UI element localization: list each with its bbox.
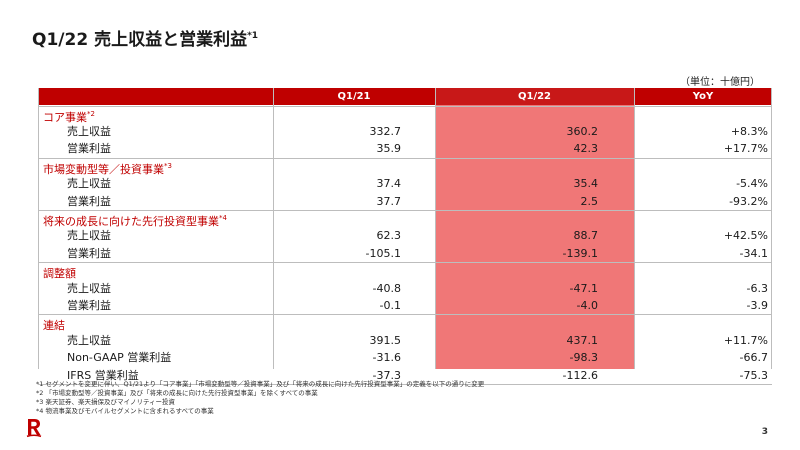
column-header-q122: Q1/22 [517, 91, 552, 102]
cell-q121: 62.3 [376, 229, 402, 242]
footnote-3: *3 楽天証券、楽天損保及びマイノリティー投資 [36, 398, 176, 406]
section-label-text: 将来の成長に向けた先行投資型事業 [43, 215, 219, 228]
cell-q122: -112.6 [562, 369, 598, 382]
row-label: 営業利益 [67, 247, 111, 260]
row-label: 売上収益 [67, 282, 111, 295]
cell-q121: 37.7 [376, 195, 402, 208]
row-label: 売上収益 [67, 177, 111, 190]
row-label: Non-GAAP 営業利益 [67, 351, 172, 364]
cell-yoy: +42.5% [723, 229, 768, 242]
section-label: 連結 [43, 314, 65, 332]
row-label: IFRS 営業利益 [67, 369, 139, 382]
cell-q122: -47.1 [569, 282, 598, 295]
section-label: 調整額 [43, 262, 76, 280]
cell-yoy: +8.3% [730, 125, 768, 138]
footnote-1: *1 セグメントを変更に伴い、Q1/21より「コア事業」「市場変動型等／投資事業… [36, 380, 485, 388]
row-label: 売上収益 [67, 334, 111, 347]
section-divider [38, 106, 772, 107]
cell-yoy: +17.7% [723, 142, 768, 155]
cell-yoy: -5.4% [736, 177, 768, 190]
q122-header-highlight [435, 88, 634, 105]
cell-q121: -31.6 [372, 351, 401, 364]
unit-label: （単位：十億円） [680, 77, 760, 88]
section-label-text: コア事業 [43, 111, 87, 124]
title-footnote-marker: *1 [247, 31, 259, 41]
cell-q121: 332.7 [369, 125, 402, 138]
column-divider [435, 88, 436, 369]
cell-yoy: -93.2% [729, 195, 768, 208]
cell-q122: -4.0 [576, 299, 598, 312]
table-border-left [38, 88, 39, 369]
cell-q121: 37.4 [376, 177, 402, 190]
column-divider [273, 88, 274, 369]
row-label: 営業利益 [67, 299, 111, 312]
row-label: 営業利益 [67, 195, 111, 208]
row-label: 売上収益 [67, 125, 111, 138]
cell-q122: 2.5 [580, 195, 599, 208]
section-label: コア事業*2 [43, 106, 95, 124]
cell-q122: -139.1 [562, 247, 598, 260]
page-number: 3 [761, 427, 768, 437]
table-border-right [771, 88, 772, 369]
section-label-text: 連結 [43, 319, 65, 332]
cell-yoy: -3.9 [746, 299, 768, 312]
cell-q121: -105.1 [365, 247, 401, 260]
cell-yoy: -34.1 [739, 247, 768, 260]
footnote-2: *2 「市場変動型等／投資事業」及び「将来の成長に向けた先行投資型事業」を除くす… [36, 389, 318, 397]
cell-q122: 42.3 [573, 142, 599, 155]
column-header-q121: Q1/21 [337, 91, 371, 102]
cell-yoy: -6.3 [746, 282, 768, 295]
section-divider [38, 210, 772, 211]
section-label: 将来の成長に向けた先行投資型事業*4 [43, 210, 227, 228]
page-title-text: Q1/22 売上収益と営業利益 [32, 30, 248, 50]
cell-q121: -40.8 [372, 282, 401, 295]
section-footnote-marker: *2 [87, 110, 95, 118]
rakuten-r-logo-icon [26, 419, 42, 438]
section-footnote-marker: *3 [164, 162, 172, 170]
section-footnote-marker: *4 [219, 214, 227, 222]
cell-yoy: -66.7 [739, 351, 768, 364]
cell-q121: 35.9 [376, 142, 402, 155]
page-title: Q1/22 売上収益と営業利益*1 [32, 25, 258, 50]
cell-yoy: +11.7% [723, 334, 768, 347]
cell-q122: 35.4 [573, 177, 599, 190]
footnote-4: *4 物流事業及びモバイルセグメントに含まれるすべての事業 [36, 407, 214, 415]
cell-q121: -0.1 [379, 299, 401, 312]
row-label: 営業利益 [67, 142, 111, 155]
section-label-text: 調整額 [43, 267, 76, 280]
cell-q122: -98.3 [569, 351, 598, 364]
section-label: 市場変動型等／投資事業*3 [43, 158, 172, 176]
q122-highlight-band [435, 88, 634, 369]
section-divider [38, 262, 772, 263]
cell-q122: 437.1 [566, 334, 599, 347]
section-divider [38, 158, 772, 159]
cell-q121: 391.5 [369, 334, 402, 347]
section-divider [38, 314, 772, 315]
table-header: Q1/21 Q1/22 YoY [38, 88, 772, 105]
section-label-text: 市場変動型等／投資事業 [43, 163, 164, 176]
cell-yoy: -75.3 [739, 369, 768, 382]
row-label: 売上収益 [67, 229, 111, 242]
footnotes: *1 セグメントを変更に伴い、Q1/21より「コア事業」「市場変動型等／投資事業… [36, 380, 484, 416]
cell-q121: -37.3 [372, 369, 401, 382]
column-divider [634, 88, 635, 369]
cell-q122: 360.2 [566, 125, 599, 138]
column-header-yoy: YoY [692, 91, 714, 102]
table-bottom-border [38, 384, 772, 385]
cell-q122: 88.7 [573, 229, 599, 242]
